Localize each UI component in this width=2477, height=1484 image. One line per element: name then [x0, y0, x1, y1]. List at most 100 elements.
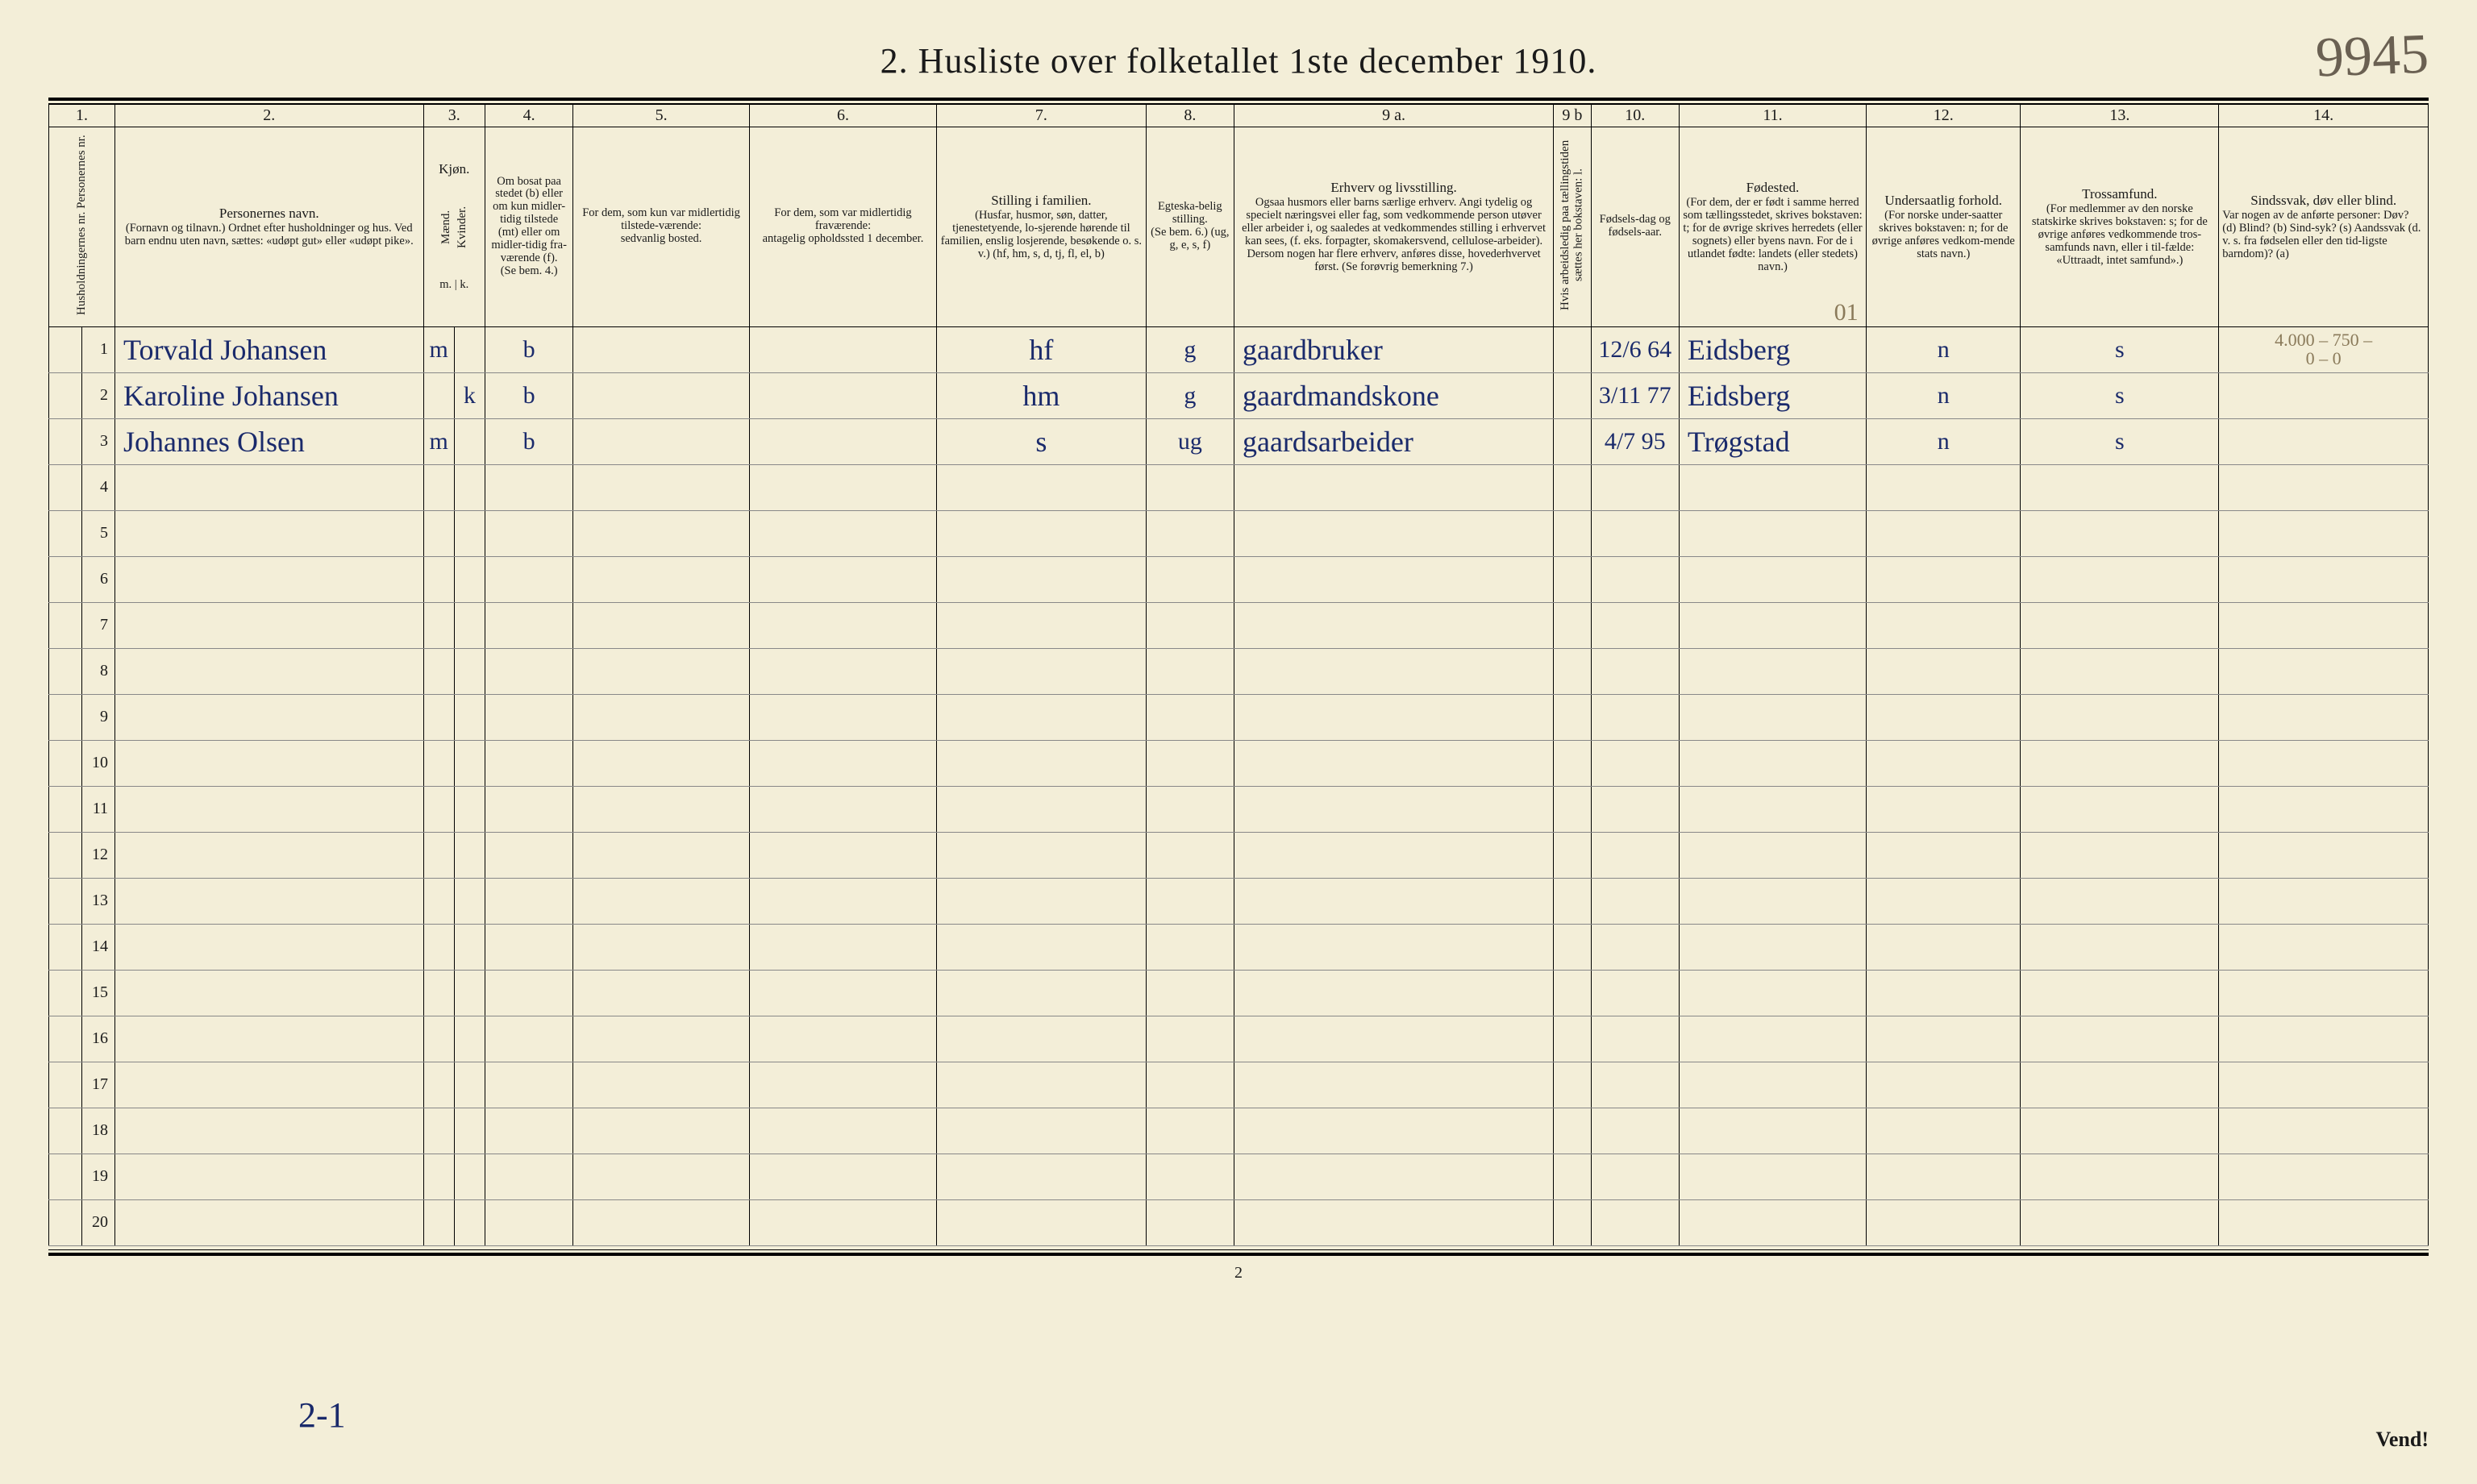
table-row: 16 — [49, 1016, 2429, 1062]
cell-sex-m — [423, 556, 454, 602]
cell-sex-m — [423, 372, 454, 418]
colnum-14: 14. — [2219, 105, 2429, 127]
cell-stilling — [937, 694, 1147, 740]
cell-fodested — [1679, 1154, 1866, 1199]
cell-undersaat — [1867, 602, 2021, 648]
cell-sex-k — [454, 510, 485, 556]
cell-name — [114, 740, 423, 786]
cell-egt — [1146, 970, 1234, 1016]
cell-name — [114, 878, 423, 924]
cell-erhverv — [1234, 1199, 1553, 1245]
cell-bosat — [485, 1108, 573, 1154]
cell-erhverv — [1234, 1154, 1553, 1199]
cell-fodested: Trøgstad — [1679, 418, 1866, 464]
cell-household-nr — [49, 602, 82, 648]
cell-name — [114, 464, 423, 510]
header-2-sub: (Fornavn og tilnavn.) Ordnet efter husho… — [119, 222, 420, 248]
cell-undersaat: n — [1867, 418, 2021, 464]
table-row: 14 — [49, 924, 2429, 970]
header-11-main: Fødested. — [1683, 180, 1863, 196]
header-13-sub: (For medlemmer av den norske statskirke … — [2024, 203, 2215, 268]
cell-undersaat — [1867, 740, 2021, 786]
cell-person-nr: 19 — [81, 1154, 114, 1199]
cell-fodested — [1679, 1062, 1866, 1108]
cell-household-nr — [49, 372, 82, 418]
cell-sex-m — [423, 878, 454, 924]
cell-fodsel — [1591, 740, 1679, 786]
cell-c6 — [749, 970, 936, 1016]
cell-fodsel — [1591, 556, 1679, 602]
cell-household-nr — [49, 786, 82, 832]
cell-undersaat — [1867, 464, 2021, 510]
cell-name — [114, 1062, 423, 1108]
cell-stilling — [937, 1062, 1147, 1108]
cell-fodsel — [1591, 786, 1679, 832]
table-row: 17 — [49, 1062, 2429, 1108]
cell-erhverv — [1234, 878, 1553, 924]
cell-egt — [1146, 602, 1234, 648]
cell-tros: s — [2021, 418, 2219, 464]
cell-stilling — [937, 648, 1147, 694]
cell-sex-k — [454, 878, 485, 924]
cell-sex-k — [454, 832, 485, 878]
cell-sex-k — [454, 1016, 485, 1062]
cell-c9b — [1554, 1154, 1591, 1199]
cell-bosat — [485, 1199, 573, 1245]
cell-fodested — [1679, 878, 1866, 924]
cell-name — [114, 648, 423, 694]
cell-c6 — [749, 648, 936, 694]
cell-c14 — [2219, 602, 2429, 648]
cell-name — [114, 970, 423, 1016]
colnum-9a: 9 a. — [1234, 105, 1553, 127]
header-14-main: Sindssvak, døv eller blind. — [2222, 193, 2425, 209]
colnum-5: 5. — [573, 105, 750, 127]
cell-erhverv — [1234, 1108, 1553, 1154]
cell-fodested — [1679, 1108, 1866, 1154]
cell-stilling — [937, 924, 1147, 970]
cell-tros: s — [2021, 372, 2219, 418]
cell-erhverv — [1234, 1016, 1553, 1062]
cell-name — [114, 510, 423, 556]
cell-name — [114, 1108, 423, 1154]
census-table: 1. 2. 3. 4. 5. 6. 7. 8. 9 a. 9 b 10. 11.… — [48, 104, 2429, 1246]
cell-person-nr: 16 — [81, 1016, 114, 1062]
cell-fodested — [1679, 740, 1866, 786]
cell-bosat — [485, 878, 573, 924]
cell-household-nr — [49, 1016, 82, 1062]
cell-bosat — [485, 556, 573, 602]
cell-undersaat — [1867, 694, 2021, 740]
header-11-sub: (For dem, der er født i samme herred som… — [1683, 197, 1863, 274]
cell-sex-m — [423, 510, 454, 556]
colnum-8: 8. — [1146, 105, 1234, 127]
header-9b-text: Hvis arbeidsledig paa tællingstiden sætt… — [1559, 132, 1585, 318]
cell-fodsel — [1591, 1016, 1679, 1062]
header-9a-main: Erhverv og livsstilling. — [1238, 180, 1550, 196]
cell-undersaat — [1867, 556, 2021, 602]
cell-person-nr: 1 — [81, 326, 114, 372]
header-9a: Erhverv og livsstilling. Ogsaa husmors e… — [1234, 127, 1553, 327]
cell-sex-k — [454, 924, 485, 970]
cell-c5 — [573, 326, 750, 372]
cell-c14 — [2219, 694, 2429, 740]
table-row: 18 — [49, 1108, 2429, 1154]
cell-c6 — [749, 510, 936, 556]
cell-sex-m — [423, 924, 454, 970]
cell-bosat — [485, 1016, 573, 1062]
colnum-12: 12. — [1867, 105, 2021, 127]
cell-person-nr: 13 — [81, 878, 114, 924]
cell-undersaat — [1867, 1199, 2021, 1245]
cell-person-nr: 3 — [81, 418, 114, 464]
cell-tros — [2021, 832, 2219, 878]
cell-household-nr — [49, 418, 82, 464]
cell-erhverv — [1234, 510, 1553, 556]
cell-fodsel — [1591, 464, 1679, 510]
cell-tros — [2021, 1062, 2219, 1108]
cell-fodested — [1679, 924, 1866, 970]
cell-stilling — [937, 786, 1147, 832]
cell-bosat: b — [485, 418, 573, 464]
cell-person-nr: 15 — [81, 970, 114, 1016]
cell-fodested — [1679, 694, 1866, 740]
cell-c6 — [749, 418, 936, 464]
cell-undersaat — [1867, 878, 2021, 924]
cell-bosat — [485, 464, 573, 510]
